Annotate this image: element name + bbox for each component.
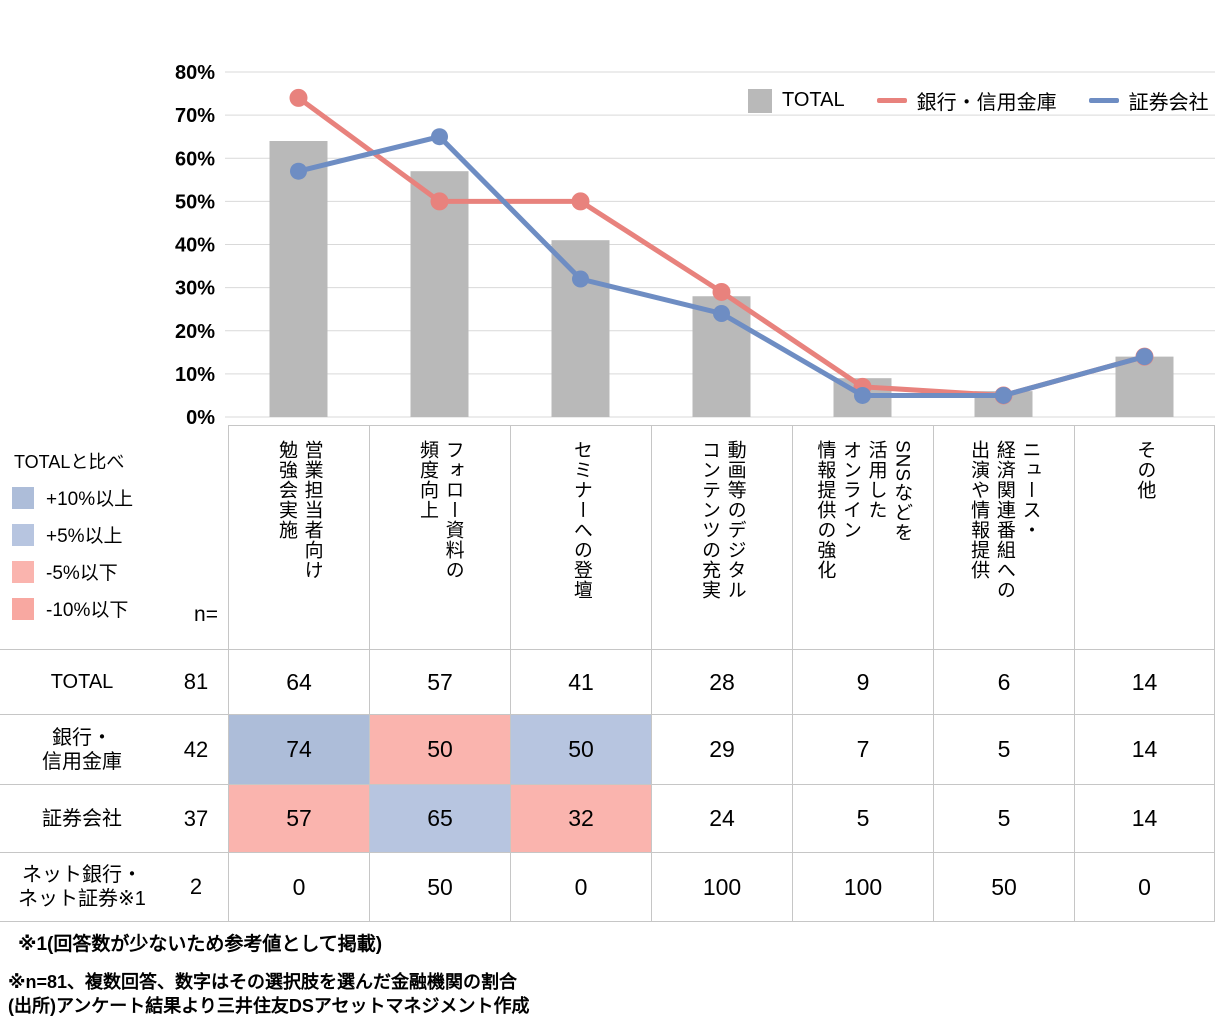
legend-label-bank: 銀行・信用金庫 <box>916 92 1057 114</box>
column-header-text: 営業担当者向け 勉強会実施 <box>276 440 323 580</box>
value-cell: 7 <box>792 715 933 785</box>
value-cell: 74 <box>228 715 369 785</box>
value-cell: 100 <box>651 853 792 922</box>
plus10-label: +10%以上 <box>46 489 134 510</box>
row-n-value: 37 <box>164 785 228 853</box>
svg-text:60%: 60% <box>175 148 215 170</box>
value-cell: 50 <box>933 853 1074 922</box>
column-header-text: その他 <box>1134 440 1156 500</box>
diff-legend-item-minus10: -10%以下 <box>12 595 133 622</box>
bank-line-swatch-icon <box>876 98 907 103</box>
diff-legend-item-plus5: +5%以上 <box>12 521 133 548</box>
value-cell: 5 <box>933 715 1074 785</box>
y-axis-labels: 0% 10% 20% 30% 40% 50% 60% 70% 80% <box>175 62 215 429</box>
n-equals-label: n= <box>194 603 218 626</box>
svg-text:40%: 40% <box>175 235 215 257</box>
value-cell: 5 <box>933 785 1074 853</box>
row-label: ネット銀行・ ネット証券※1 <box>0 853 164 922</box>
value-cell: 9 <box>792 650 933 715</box>
legend-item-total: TOTAL <box>748 88 845 113</box>
value-cell: 14 <box>1074 785 1215 853</box>
value-cell: 6 <box>933 650 1074 715</box>
svg-text:80%: 80% <box>175 62 215 84</box>
value-cell: 0 <box>1074 853 1215 922</box>
securities-line-swatch-icon <box>1088 98 1119 103</box>
svg-text:10%: 10% <box>175 364 215 386</box>
bar-line-chart: 0% 10% 20% 30% 40% 50% 60% 70% 80% <box>175 62 1215 429</box>
column-header: 営業担当者向け 勉強会実施 <box>228 425 369 650</box>
footnote-3: (出所)アンケート結果より三井住友DSアセットマネジメント作成 <box>8 996 530 1016</box>
footnotes: ※1(回答数が少ないため参考値として掲載) ※n=81、複数回答、数字はその選択… <box>8 929 530 1018</box>
value-cell: 50 <box>369 853 510 922</box>
row-n-value: 2 <box>164 853 228 922</box>
value-cell: 14 <box>1074 715 1215 785</box>
value-cell: 24 <box>651 785 792 853</box>
legend-item-bank: 銀行・信用金庫 <box>876 86 1057 115</box>
value-cell: 29 <box>651 715 792 785</box>
plus5-label: +5%以上 <box>46 526 123 547</box>
value-cell: 14 <box>1074 650 1215 715</box>
legend-item-securities: 証券会社 <box>1088 86 1209 115</box>
value-cell: 65 <box>369 785 510 853</box>
value-cell: 57 <box>228 785 369 853</box>
value-cell: 50 <box>510 715 651 785</box>
column-header-text: ニュース・ 経済関連番組への 出演や情報提供 <box>968 440 1041 600</box>
gridlines <box>225 71 1215 418</box>
column-header-text: SNSなどを 活用した オンライン 情報提供の強化 <box>814 440 913 580</box>
column-header: ニュース・ 経済関連番組への 出演や情報提供 <box>933 425 1074 650</box>
securities-line-series <box>290 128 1153 404</box>
column-header-text: セミナーへの登壇 <box>570 440 592 600</box>
value-cell: 32 <box>510 785 651 853</box>
diff-legend-item-minus5: -5%以下 <box>12 558 133 585</box>
minus10-swatch-icon <box>12 597 34 620</box>
total-bars <box>269 141 1174 417</box>
value-cell: 0 <box>510 853 651 922</box>
legend-label-total: TOTAL <box>782 89 845 111</box>
value-cell: 0 <box>228 853 369 922</box>
value-cell: 57 <box>369 650 510 715</box>
table-corner <box>0 425 228 650</box>
row-label: 証券会社 <box>0 785 164 853</box>
diff-legend: TOTALと比べ +10%以上 +5%以上 -5%以下 -10%以下 <box>12 448 133 632</box>
total-bar-swatch-icon <box>748 88 772 113</box>
row-n-value: 42 <box>164 715 228 785</box>
svg-text:20%: 20% <box>175 321 215 343</box>
svg-text:0%: 0% <box>186 407 215 429</box>
column-header-text: 動画等のデジタル コンテンツの充実 <box>699 440 746 600</box>
row-label: TOTAL <box>0 650 164 715</box>
footnote-1: ※1(回答数が少ないため参考値として掲載) <box>18 934 383 955</box>
row-label: 銀行・ 信用金庫 <box>0 715 164 785</box>
diff-legend-title: TOTALと比べ <box>14 452 125 472</box>
column-header: 動画等のデジタル コンテンツの充実 <box>651 425 792 650</box>
svg-text:30%: 30% <box>175 278 215 300</box>
minus5-label: -5%以下 <box>46 563 118 584</box>
minus10-label: -10%以下 <box>46 600 129 621</box>
value-cell: 50 <box>369 715 510 785</box>
plus5-swatch-icon <box>12 523 34 546</box>
chart-legend: TOTAL 銀行・信用金庫 証券会社 <box>748 86 1209 115</box>
column-header: SNSなどを 活用した オンライン 情報提供の強化 <box>792 425 933 650</box>
svg-text:50%: 50% <box>175 191 215 213</box>
column-header: フォロー資料の 頻度向上 <box>369 425 510 650</box>
column-header: その他 <box>1074 425 1215 650</box>
column-header: セミナーへの登壇 <box>510 425 651 650</box>
value-cell: 41 <box>510 650 651 715</box>
column-header-text: フォロー資料の 頻度向上 <box>417 440 464 580</box>
minus5-swatch-icon <box>12 560 34 583</box>
value-cell: 5 <box>792 785 933 853</box>
svg-text:70%: 70% <box>175 105 215 127</box>
footnote-2: ※n=81、複数回答、数字はその選択肢を選んだ金融機関の割合 <box>8 972 518 992</box>
diff-legend-item-plus10: +10%以上 <box>12 484 133 511</box>
row-n-value: 81 <box>164 650 228 715</box>
plus10-swatch-icon <box>12 486 34 509</box>
value-cell: 64 <box>228 650 369 715</box>
value-cell: 28 <box>651 650 792 715</box>
legend-label-securities: 証券会社 <box>1128 92 1209 114</box>
data-table: 営業担当者向け 勉強会実施 フォロー資料の 頻度向上 セミナーへの登壇 動画等のデジタ… <box>0 425 1215 922</box>
value-cell: 100 <box>792 853 933 922</box>
